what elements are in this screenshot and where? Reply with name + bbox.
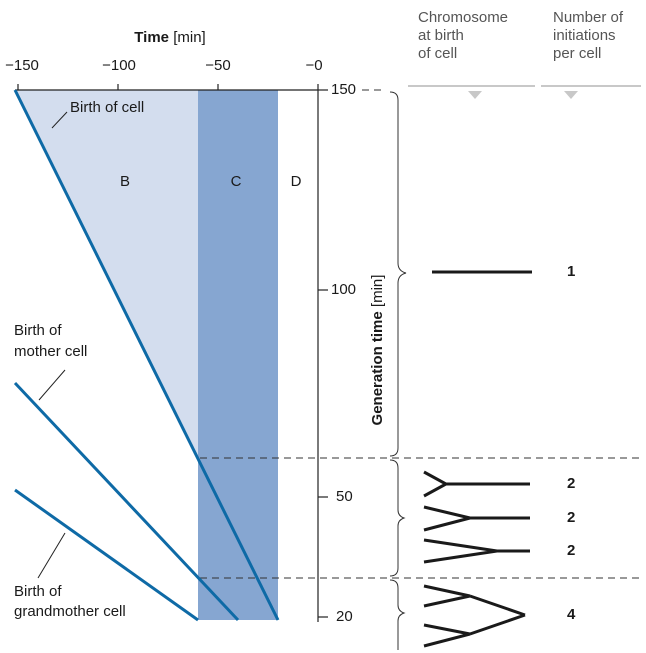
birth-lines: [13, 89, 280, 622]
generation-tick-label: 20: [336, 608, 353, 625]
time-tick-label: −50: [205, 57, 230, 74]
region-label: D: [291, 173, 302, 190]
birth-label: Birth of: [14, 322, 62, 339]
region-c: [198, 90, 278, 620]
column-header: Number of: [553, 9, 624, 26]
chromosomes: [423, 270, 532, 648]
dashed-lines: [200, 89, 640, 579]
time-ticks: [17, 84, 319, 90]
time-tick-label: −150: [5, 57, 39, 74]
birth-label: Birth of: [14, 583, 62, 600]
initiation-count: 2: [567, 509, 575, 526]
birth-label: Birth of cell: [70, 99, 144, 116]
generation-tick-label: 150: [331, 81, 356, 98]
region-label: B: [120, 173, 130, 190]
column-header: Chromosome: [418, 9, 508, 26]
time-tick-label: −100: [102, 57, 136, 74]
time-tick-label: −0: [305, 57, 322, 74]
generation-tick-label: 50: [336, 488, 353, 505]
generation-title: Generation time [min]: [369, 275, 386, 426]
region-label: C: [231, 173, 242, 190]
column-header: of cell: [418, 45, 457, 62]
initiation-count: 1: [567, 263, 575, 280]
birth-label: mother cell: [14, 343, 87, 360]
header-bars: [408, 85, 641, 99]
initiation-count: 2: [567, 475, 575, 492]
column-header: at birth: [418, 27, 464, 44]
braces: [389, 91, 407, 650]
birth-label: grandmother cell: [14, 603, 126, 620]
initiation-count: 4: [567, 606, 576, 623]
leader-lines: [37, 111, 68, 579]
column-header: per cell: [553, 45, 601, 62]
generation-tick-label: 100: [331, 281, 356, 298]
initiation-count: 2: [567, 542, 575, 559]
generation-ticks: [318, 89, 328, 618]
time-title: Time [min]: [134, 29, 205, 46]
column-header: initiations: [553, 27, 616, 44]
